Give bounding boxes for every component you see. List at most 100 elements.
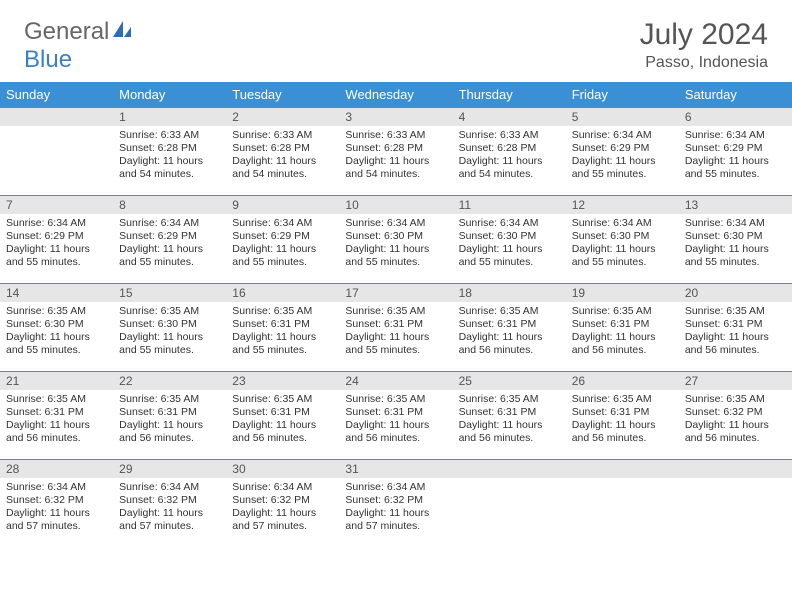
calendar-cell: 21Sunrise: 6:35 AMSunset: 6:31 PMDayligh… xyxy=(0,371,113,459)
weekday-header: Tuesday xyxy=(226,82,339,107)
day-details: Sunrise: 6:34 AMSunset: 6:29 PMDaylight:… xyxy=(113,214,226,276)
day-details: Sunrise: 6:34 AMSunset: 6:29 PMDaylight:… xyxy=(0,214,113,276)
weekday-header-row: SundayMondayTuesdayWednesdayThursdayFrid… xyxy=(0,82,792,107)
daylight-line: Daylight: 11 hours and 57 minutes. xyxy=(119,507,220,533)
day-details: Sunrise: 6:34 AMSunset: 6:30 PMDaylight:… xyxy=(679,214,792,276)
day-number: 31 xyxy=(339,459,452,478)
day-number: 19 xyxy=(566,283,679,302)
calendar-cell: 25Sunrise: 6:35 AMSunset: 6:31 PMDayligh… xyxy=(453,371,566,459)
calendar-cell: 27Sunrise: 6:35 AMSunset: 6:32 PMDayligh… xyxy=(679,371,792,459)
calendar-cell: 23Sunrise: 6:35 AMSunset: 6:31 PMDayligh… xyxy=(226,371,339,459)
daylight-line: Daylight: 11 hours and 56 minutes. xyxy=(232,419,333,445)
weekday-header: Friday xyxy=(566,82,679,107)
empty-daynum xyxy=(0,107,113,126)
calendar-cell: 31Sunrise: 6:34 AMSunset: 6:32 PMDayligh… xyxy=(339,459,452,547)
day-number: 3 xyxy=(339,107,452,126)
weekday-header: Wednesday xyxy=(339,82,452,107)
daylight-line: Daylight: 11 hours and 55 minutes. xyxy=(119,243,220,269)
daylight-line: Daylight: 11 hours and 55 minutes. xyxy=(572,155,673,181)
day-number: 21 xyxy=(0,371,113,390)
daylight-line: Daylight: 11 hours and 55 minutes. xyxy=(572,243,673,269)
daylight-line: Daylight: 11 hours and 55 minutes. xyxy=(685,155,786,181)
sunset-line: Sunset: 6:32 PM xyxy=(232,494,333,507)
sunrise-line: Sunrise: 6:34 AM xyxy=(459,217,560,230)
sunrise-line: Sunrise: 6:34 AM xyxy=(6,217,107,230)
day-details: Sunrise: 6:35 AMSunset: 6:31 PMDaylight:… xyxy=(453,390,566,452)
calendar-cell: 13Sunrise: 6:34 AMSunset: 6:30 PMDayligh… xyxy=(679,195,792,283)
day-details: Sunrise: 6:34 AMSunset: 6:29 PMDaylight:… xyxy=(679,126,792,188)
day-number: 7 xyxy=(0,195,113,214)
sunrise-line: Sunrise: 6:33 AM xyxy=(119,129,220,142)
day-number: 26 xyxy=(566,371,679,390)
sunset-line: Sunset: 6:32 PM xyxy=(119,494,220,507)
empty-daynum xyxy=(453,459,566,478)
sunrise-line: Sunrise: 6:33 AM xyxy=(459,129,560,142)
daylight-line: Daylight: 11 hours and 56 minutes. xyxy=(572,331,673,357)
day-number: 1 xyxy=(113,107,226,126)
calendar-cell: 29Sunrise: 6:34 AMSunset: 6:32 PMDayligh… xyxy=(113,459,226,547)
weekday-header: Thursday xyxy=(453,82,566,107)
calendar-cell: 12Sunrise: 6:34 AMSunset: 6:30 PMDayligh… xyxy=(566,195,679,283)
calendar-cell: 10Sunrise: 6:34 AMSunset: 6:30 PMDayligh… xyxy=(339,195,452,283)
calendar-cell: 2Sunrise: 6:33 AMSunset: 6:28 PMDaylight… xyxy=(226,107,339,195)
daylight-line: Daylight: 11 hours and 54 minutes. xyxy=(232,155,333,181)
day-number: 29 xyxy=(113,459,226,478)
day-details: Sunrise: 6:34 AMSunset: 6:29 PMDaylight:… xyxy=(226,214,339,276)
sunset-line: Sunset: 6:31 PM xyxy=(345,406,446,419)
day-number: 23 xyxy=(226,371,339,390)
sunrise-line: Sunrise: 6:35 AM xyxy=(572,393,673,406)
calendar-cell: 18Sunrise: 6:35 AMSunset: 6:31 PMDayligh… xyxy=(453,283,566,371)
daylight-line: Daylight: 11 hours and 57 minutes. xyxy=(345,507,446,533)
sunset-line: Sunset: 6:32 PM xyxy=(6,494,107,507)
sunrise-line: Sunrise: 6:34 AM xyxy=(345,481,446,494)
sunrise-line: Sunrise: 6:34 AM xyxy=(232,217,333,230)
sunset-line: Sunset: 6:28 PM xyxy=(459,142,560,155)
sunrise-line: Sunrise: 6:35 AM xyxy=(345,305,446,318)
day-details: Sunrise: 6:33 AMSunset: 6:28 PMDaylight:… xyxy=(113,126,226,188)
calendar-cell: 9Sunrise: 6:34 AMSunset: 6:29 PMDaylight… xyxy=(226,195,339,283)
calendar-week-row: 1Sunrise: 6:33 AMSunset: 6:28 PMDaylight… xyxy=(0,107,792,195)
sunrise-line: Sunrise: 6:34 AM xyxy=(685,217,786,230)
header: General July 2024 Passo, Indonesia xyxy=(0,0,792,82)
calendar-week-row: 21Sunrise: 6:35 AMSunset: 6:31 PMDayligh… xyxy=(0,371,792,459)
day-details: Sunrise: 6:33 AMSunset: 6:28 PMDaylight:… xyxy=(226,126,339,188)
day-details: Sunrise: 6:35 AMSunset: 6:30 PMDaylight:… xyxy=(0,302,113,364)
calendar-week-row: 14Sunrise: 6:35 AMSunset: 6:30 PMDayligh… xyxy=(0,283,792,371)
sunset-line: Sunset: 6:31 PM xyxy=(6,406,107,419)
day-details: Sunrise: 6:34 AMSunset: 6:30 PMDaylight:… xyxy=(566,214,679,276)
calendar-cell: 6Sunrise: 6:34 AMSunset: 6:29 PMDaylight… xyxy=(679,107,792,195)
sunrise-line: Sunrise: 6:34 AM xyxy=(685,129,786,142)
day-number: 8 xyxy=(113,195,226,214)
day-details: Sunrise: 6:35 AMSunset: 6:31 PMDaylight:… xyxy=(226,302,339,364)
calendar-cell: 20Sunrise: 6:35 AMSunset: 6:31 PMDayligh… xyxy=(679,283,792,371)
calendar-cell: 7Sunrise: 6:34 AMSunset: 6:29 PMDaylight… xyxy=(0,195,113,283)
empty-daynum xyxy=(679,459,792,478)
calendar-body: 1Sunrise: 6:33 AMSunset: 6:28 PMDaylight… xyxy=(0,107,792,547)
sunset-line: Sunset: 6:31 PM xyxy=(685,318,786,331)
day-details: Sunrise: 6:35 AMSunset: 6:31 PMDaylight:… xyxy=(679,302,792,364)
title-block: July 2024 Passo, Indonesia xyxy=(640,18,768,72)
daylight-line: Daylight: 11 hours and 54 minutes. xyxy=(345,155,446,181)
daylight-line: Daylight: 11 hours and 56 minutes. xyxy=(685,331,786,357)
sunrise-line: Sunrise: 6:35 AM xyxy=(6,393,107,406)
day-details: Sunrise: 6:35 AMSunset: 6:32 PMDaylight:… xyxy=(679,390,792,452)
calendar-cell xyxy=(0,107,113,195)
daylight-line: Daylight: 11 hours and 55 minutes. xyxy=(6,243,107,269)
calendar-cell xyxy=(566,459,679,547)
day-details: Sunrise: 6:33 AMSunset: 6:28 PMDaylight:… xyxy=(453,126,566,188)
daylight-line: Daylight: 11 hours and 55 minutes. xyxy=(6,331,107,357)
sunrise-line: Sunrise: 6:35 AM xyxy=(572,305,673,318)
calendar-week-row: 28Sunrise: 6:34 AMSunset: 6:32 PMDayligh… xyxy=(0,459,792,547)
sunrise-line: Sunrise: 6:35 AM xyxy=(119,305,220,318)
day-details: Sunrise: 6:35 AMSunset: 6:31 PMDaylight:… xyxy=(453,302,566,364)
sunset-line: Sunset: 6:31 PM xyxy=(232,318,333,331)
location-title: Passo, Indonesia xyxy=(640,54,768,72)
sunrise-line: Sunrise: 6:35 AM xyxy=(459,393,560,406)
day-number: 27 xyxy=(679,371,792,390)
daylight-line: Daylight: 11 hours and 55 minutes. xyxy=(345,243,446,269)
sunrise-line: Sunrise: 6:34 AM xyxy=(345,217,446,230)
day-details: Sunrise: 6:35 AMSunset: 6:31 PMDaylight:… xyxy=(113,390,226,452)
day-number: 17 xyxy=(339,283,452,302)
calendar-cell: 4Sunrise: 6:33 AMSunset: 6:28 PMDaylight… xyxy=(453,107,566,195)
sunrise-line: Sunrise: 6:35 AM xyxy=(232,393,333,406)
